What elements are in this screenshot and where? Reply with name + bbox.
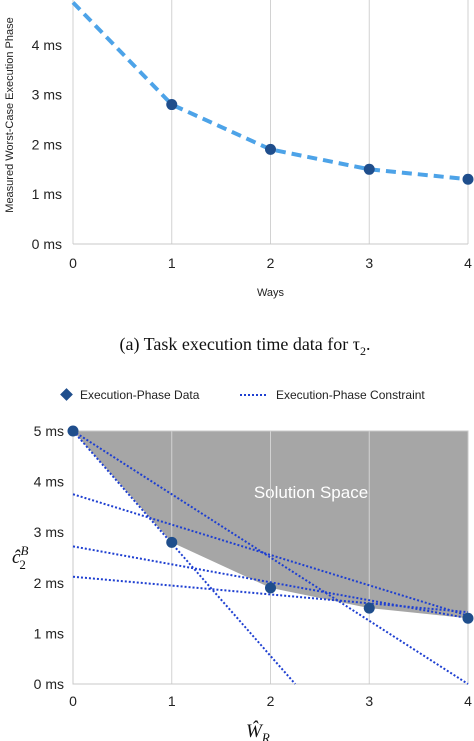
y-tick-label: 1 ms: [32, 186, 62, 202]
constraint-line: [72, 493, 469, 617]
y-axis-label-main: ĉ: [12, 547, 21, 568]
data-point: [166, 536, 178, 548]
legend: Execution-Phase Data Execution-Phase Con…: [60, 388, 425, 402]
x-tick-label: 3: [365, 255, 373, 271]
caption-end: .: [366, 334, 371, 354]
data-point: [265, 143, 276, 155]
figure-caption: (a) Task execution time data for τ2.: [119, 334, 370, 358]
y-tick-label: 4 ms: [34, 474, 64, 490]
x-tick-label: 4: [464, 255, 472, 271]
solution-space-chart: Solution Space 0 1 2 3 4 0 ms 1 ms 2 ms 3 ms 4 m…: [12, 388, 474, 741]
constraint-line: [72, 430, 296, 685]
data-point: [166, 99, 178, 111]
legend-data-marker: [60, 388, 73, 401]
y-axis-label-sup: B: [20, 543, 28, 558]
execution-time-chart: 0 1 2 3 4 0 ms 1 ms 2 ms 3 ms 4 ms Ways Measured…: [4, 0, 474, 358]
y-tick-label: 0 ms: [32, 236, 62, 252]
x-tick-label: 0: [69, 693, 77, 709]
x-tick-label: 2: [267, 693, 275, 709]
x-axis-label-main: Ŵ: [246, 720, 264, 741]
caption-subscript: 2: [360, 344, 366, 358]
data-point: [462, 173, 474, 185]
y-axis-label: ĉB 2: [12, 543, 28, 572]
x-tick-label: 1: [168, 693, 176, 709]
y-tick-label: 5 ms: [34, 423, 64, 439]
solution-space-label: Solution Space: [254, 483, 368, 502]
data-point: [363, 602, 375, 614]
y-tick-label: 1 ms: [34, 625, 64, 641]
legend-data-label: Execution-Phase Data: [80, 388, 200, 402]
constraint-line: [72, 545, 469, 620]
x-tick-label: 1: [168, 255, 176, 271]
caption-text: (a) Task execution time data for τ: [119, 334, 360, 355]
x-tick-label: 4: [464, 693, 472, 709]
data-point: [462, 612, 474, 624]
x-tick-label: 0: [69, 255, 77, 271]
x-axis-label: Ways: [257, 287, 285, 299]
y-tick-label: 3 ms: [32, 87, 62, 103]
x-tick-label: 3: [365, 693, 373, 709]
data-point: [363, 163, 375, 175]
data-point: [67, 425, 79, 437]
y-tick-label: 2 ms: [34, 575, 64, 591]
x-axis-label: ŴR: [246, 720, 270, 741]
y-tick-label: 4 ms: [32, 37, 62, 53]
series-line: [71, 1, 469, 182]
y-tick-label: 2 ms: [32, 136, 62, 152]
y-axis-label: Measured Worst-Case Execution Phase: [4, 17, 16, 212]
legend-constraint-label: Execution-Phase Constraint: [276, 388, 425, 402]
y-tick-label: 3 ms: [34, 524, 64, 540]
y-axis-label-sub: 2: [19, 557, 26, 572]
x-axis-label-sub: R: [261, 730, 270, 741]
x-tick-label: 2: [267, 255, 275, 271]
plot-frame: [72, 430, 469, 685]
y-tick-label: 0 ms: [34, 676, 64, 692]
data-point: [265, 582, 276, 594]
